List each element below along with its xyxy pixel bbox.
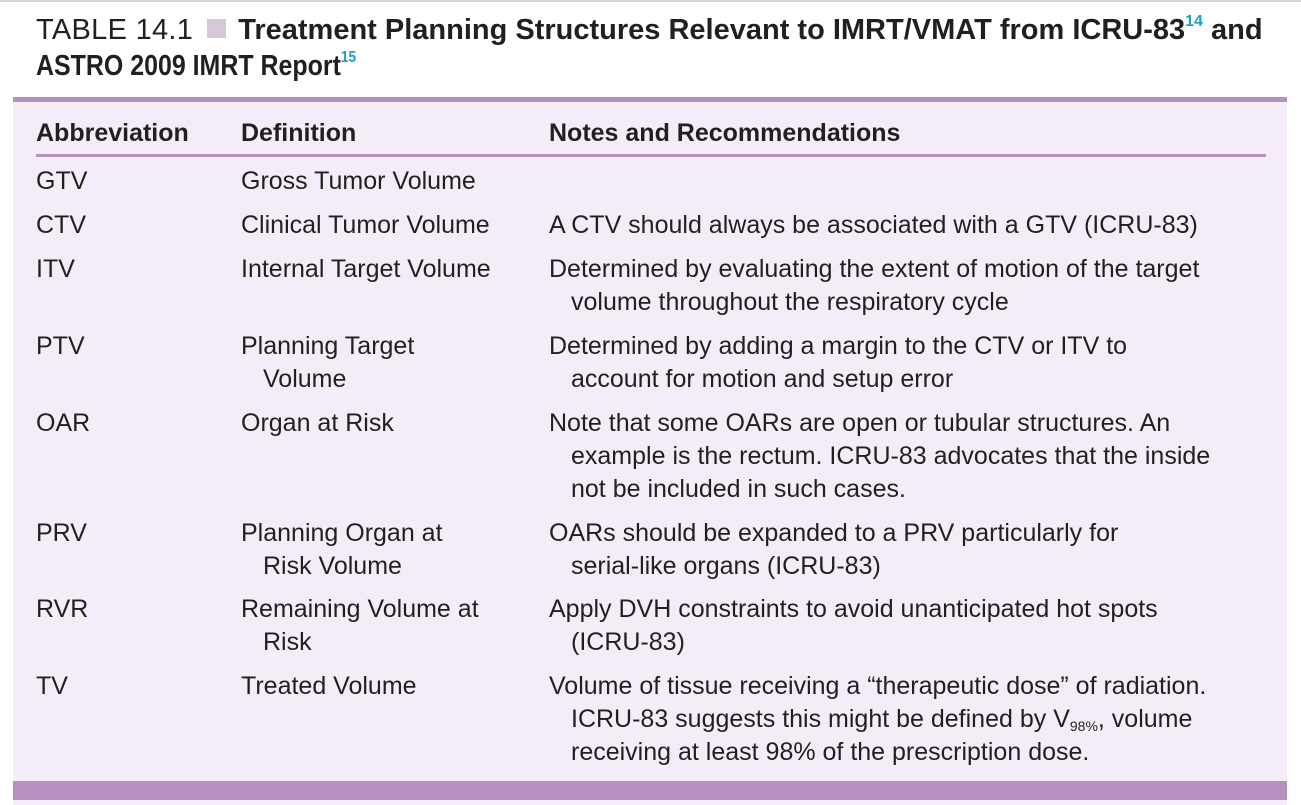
notes-oar-line1: Note that some OARs are open or tubular …: [549, 407, 1170, 440]
notes-ctv: A CTV should always be associated with a…: [549, 209, 1198, 242]
header-rule: [36, 154, 1266, 157]
notes-tv-line1: Volume of tissue receiving a “therapeuti…: [549, 670, 1206, 703]
def-itv: Internal Target Volume: [241, 253, 491, 286]
abbr-gtv: GTV: [36, 165, 87, 198]
abbr-tv: TV: [36, 670, 68, 703]
notes-oar-line3: not be included in such cases.: [549, 473, 906, 506]
notes-tv-line2-text: ICRU-83 suggests this might be defined b…: [571, 705, 1070, 733]
abbr-ctv: CTV: [36, 209, 86, 242]
notes-itv-line2: volume throughout the respiratory cycle: [549, 286, 1009, 319]
notes-rvr-line2: (ICRU-83): [549, 626, 685, 659]
notes-tv-line2-tail: , volume: [1098, 705, 1192, 733]
abbr-prv: PRV: [36, 517, 87, 550]
notes-ptv-line2: account for motion and setup error: [549, 363, 953, 396]
def-prv-line2: Risk Volume: [241, 550, 402, 583]
def-ptv-line1: Planning Target: [241, 330, 414, 363]
table-title-line2-text: ASTRO 2009 IMRT Report: [36, 50, 341, 82]
def-gtv: Gross Tumor Volume: [241, 165, 476, 198]
notes-itv-line1: Determined by evaluating the extent of m…: [549, 253, 1199, 286]
reference-14: 14: [1185, 13, 1203, 30]
table-label: TABLE 14.1: [36, 14, 193, 46]
def-ptv-line2: Volume: [241, 363, 346, 396]
table-caption: TABLE 14.1 Treatment Planning Structures …: [36, 12, 1286, 84]
def-rvr-line2: Risk: [241, 626, 312, 659]
notes-tv-line3: receiving at least 98% of the prescripti…: [549, 736, 1089, 769]
notes-prv-line1: OARs should be expanded to a PRV particu…: [549, 517, 1118, 550]
notes-rvr-line1: Apply DVH constraints to avoid unanticip…: [549, 593, 1158, 626]
square-bullet-icon: [207, 19, 226, 38]
notes-oar-line2: example is the rectum. ICRU-83 advocates…: [549, 440, 1210, 473]
table-title: Treatment Planning Structures Relevant t…: [238, 14, 1262, 46]
column-header-abbreviation: Abbreviation: [36, 118, 189, 148]
title-and: and: [1203, 14, 1263, 46]
column-header-notes: Notes and Recommendations: [549, 118, 900, 148]
def-ctv: Clinical Tumor Volume: [241, 209, 490, 242]
notes-ptv-line1: Determined by adding a margin to the CTV…: [549, 330, 1127, 363]
reference-15: 15: [341, 49, 356, 66]
top-rule: [0, 0, 1301, 2]
def-rvr-line1: Remaining Volume at: [241, 593, 479, 626]
abbr-ptv: PTV: [36, 330, 85, 363]
abbr-rvr: RVR: [36, 593, 88, 626]
def-tv: Treated Volume: [241, 670, 417, 703]
v98-subscript: 98%: [1070, 718, 1098, 734]
table-title-line2: ASTRO 2009 IMRT Report15: [36, 48, 356, 84]
table-title-text: Treatment Planning Structures Relevant t…: [238, 14, 1185, 46]
abbr-itv: ITV: [36, 253, 75, 286]
abbr-oar: OAR: [36, 407, 90, 440]
notes-prv-line2: serial-like organs (ICRU-83): [549, 550, 881, 583]
table-bottom-bar: [13, 781, 1287, 800]
def-oar: Organ at Risk: [241, 407, 394, 440]
column-header-definition: Definition: [241, 118, 356, 148]
def-prv-line1: Planning Organ at: [241, 517, 443, 550]
